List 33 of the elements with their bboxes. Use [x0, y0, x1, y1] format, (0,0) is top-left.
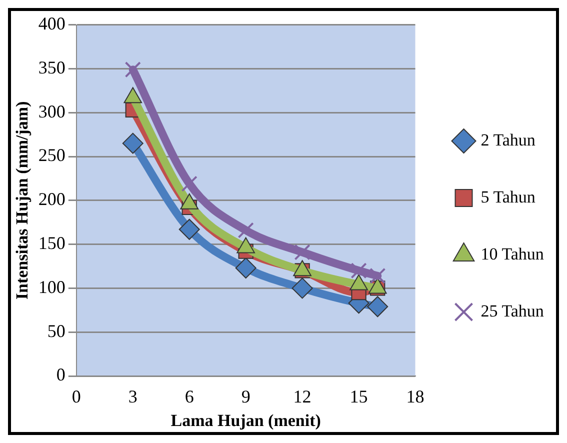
point [350, 262, 367, 279]
x-tick-label: 6 [184, 386, 194, 407]
point [367, 296, 388, 318]
point [124, 62, 141, 78]
point [292, 278, 313, 299]
point [370, 268, 386, 284]
legend-label: 25 Tahun [480, 301, 544, 320]
y-tick-label: 300 [38, 101, 66, 122]
x-tick-label: 3 [128, 386, 138, 407]
y-tick-label: 0 [56, 364, 66, 385]
y-tick-label: 150 [38, 233, 66, 254]
y-tick-label: 100 [38, 276, 66, 297]
y-axis-title: Intensitas Hujan (mm/jam) [12, 101, 32, 300]
x-tick-label: 9 [241, 386, 250, 407]
y-tick-label: 200 [38, 189, 66, 210]
point [294, 244, 310, 260]
point [238, 222, 254, 238]
point [122, 132, 144, 154]
x-tick-label: 15 [350, 386, 368, 407]
y-tick-label: 350 [38, 57, 66, 78]
legend-label: 10 Tahun [480, 244, 544, 264]
y-tick-label: 400 [38, 14, 66, 34]
point [181, 176, 198, 192]
legend-label: 2 Tahun [480, 130, 536, 150]
y-tick-label: 50 [47, 320, 66, 341]
x-tick-label: 12 [293, 386, 312, 407]
x-tick-label: 0 [72, 386, 81, 407]
point [178, 218, 200, 240]
point [235, 258, 256, 279]
legend-label: 5 Tahun [480, 187, 536, 206]
y-tick-label: 250 [38, 145, 66, 166]
x-tick-label: 18 [406, 386, 424, 407]
x-axis-title: Lama Hujan (menit) [170, 411, 321, 430]
